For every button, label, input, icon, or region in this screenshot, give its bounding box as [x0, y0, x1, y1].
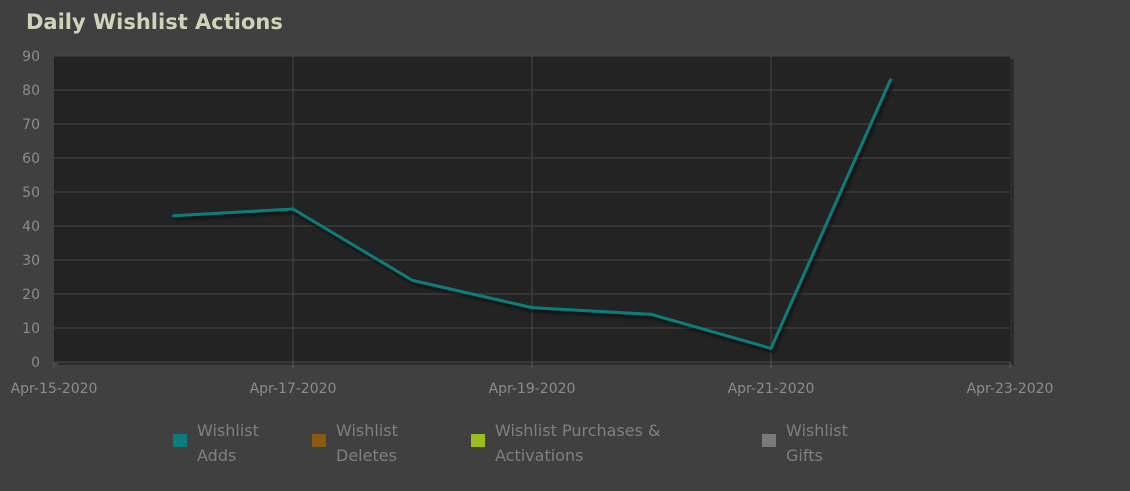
chart-title: Daily Wishlist Actions — [26, 10, 283, 34]
data-point — [650, 312, 653, 316]
x-tick-label: Apr-15-2020 — [11, 381, 98, 397]
legend-item-wishlist-deletes[interactable]: Wishlist Deletes — [312, 418, 398, 468]
legend-label: Wishlist Purchases & Activations — [495, 421, 661, 465]
y-tick-label: 70 — [22, 117, 40, 133]
legend: Wishlist Adds Wishlist Deletes Wishlist Pu… — [0, 418, 1130, 488]
x-tick-label: Apr-21-2020 — [728, 381, 815, 397]
data-point — [291, 207, 295, 211]
gridlines — [53, 55, 1011, 368]
legend-swatch — [762, 434, 776, 447]
legend-label: Wishlist Adds — [197, 421, 259, 465]
line-chart: 0 10 20 30 40 50 60 70 80 90 Apr-15-2020 Apr-17-20… — [11, 49, 1054, 397]
legend-item-wishlist-purchases-activations[interactable]: Wishlist Purchases & Activations — [471, 418, 661, 468]
data-point — [889, 78, 892, 82]
legend-label: Wishlist Deletes — [336, 421, 398, 465]
x-tick-label: Apr-17-2020 — [250, 381, 337, 397]
legend-item-wishlist-adds[interactable]: Wishlist Adds — [173, 418, 259, 468]
y-tick-label: 0 — [31, 355, 40, 371]
x-axis-ticks: Apr-15-2020 Apr-17-2020 Apr-19-2020 Apr-21-… — [11, 381, 1054, 397]
y-tick-label: 90 — [22, 49, 40, 65]
x-tick-label: Apr-23-2020 — [967, 381, 1054, 397]
legend-swatch — [173, 434, 187, 447]
legend-swatch — [471, 434, 485, 447]
legend-item-wishlist-gifts[interactable]: Wishlist Gifts — [762, 418, 848, 468]
y-tick-label: 20 — [22, 287, 40, 303]
data-point — [172, 214, 175, 218]
y-tick-label: 80 — [22, 83, 40, 99]
y-tick-label: 10 — [22, 321, 40, 337]
y-tick-label: 50 — [22, 185, 40, 201]
legend-label: Wishlist Gifts — [786, 421, 848, 465]
series-lines — [172, 78, 892, 350]
y-tick-label: 60 — [22, 151, 40, 167]
data-point — [411, 278, 414, 282]
x-tick-label: Apr-19-2020 — [489, 381, 576, 397]
y-axis-ticks: 0 10 20 30 40 50 60 70 80 90 — [22, 49, 40, 371]
legend-swatch — [312, 434, 326, 447]
y-tick-label: 40 — [22, 219, 40, 235]
data-point — [530, 306, 534, 310]
data-point — [769, 346, 773, 350]
y-tick-label: 30 — [22, 253, 40, 269]
